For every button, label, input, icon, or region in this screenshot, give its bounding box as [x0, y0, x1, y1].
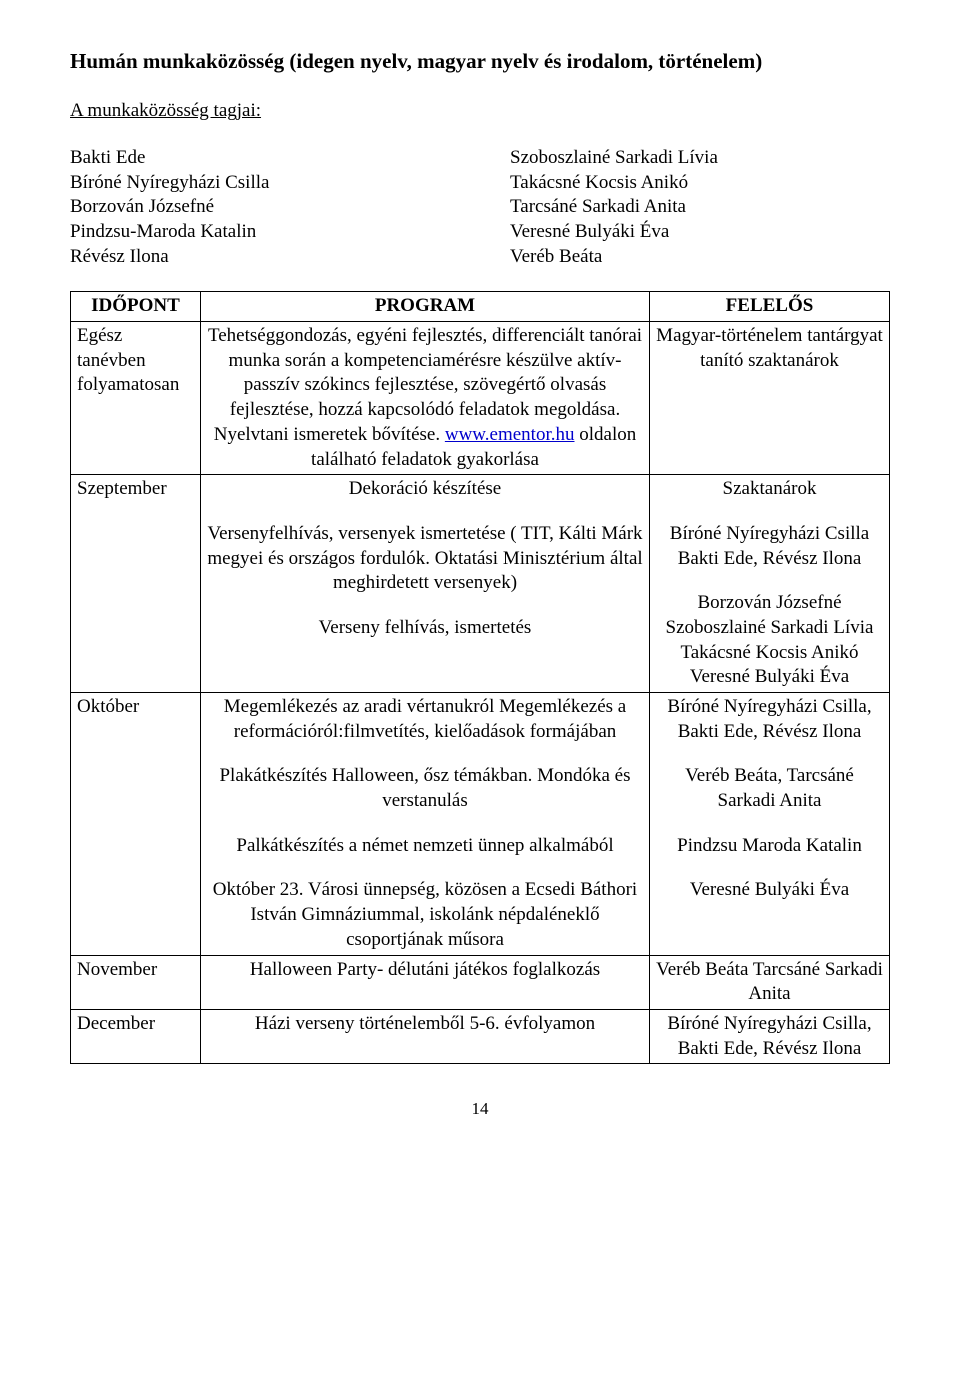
ementor-link[interactable]: www.ementor.hu [445, 424, 575, 445]
cell-responsible: Bíróné Nyíregyházi Csilla, Bakti Ede, Ré… [650, 1009, 890, 1063]
cell-time: December [71, 1009, 201, 1063]
table-row: November Halloween Party- délutáni játék… [71, 955, 890, 1009]
table-header-row: IDŐPONT PROGRAM FELELŐS [71, 292, 890, 322]
member-name: Bíróné Nyíregyházi Csilla [70, 171, 450, 196]
cell-program: Megemlékezés az aradi vértanukról Megeml… [201, 693, 650, 956]
cell-time: Egész tanévben folyamatosan [71, 322, 201, 475]
th-program: PROGRAM [201, 292, 650, 322]
cell-program: Halloween Party- délutáni játékos foglal… [201, 955, 650, 1009]
member-name: Takácsné Kocsis Anikó [510, 171, 890, 196]
page-title: Humán munkaközösség (idegen nyelv, magya… [70, 48, 890, 75]
cell-responsible: Szaktanárok Bíróné Nyíregyházi Csilla Ba… [650, 475, 890, 693]
member-name: Bakti Ede [70, 146, 450, 171]
responsible-block: Veresné Bulyáki Éva [656, 878, 883, 903]
table-row: Egész tanévben folyamatosan Tehetséggond… [71, 322, 890, 475]
member-name: Tarcsáné Sarkadi Anita [510, 195, 890, 220]
program-block: Palkátkészítés a német nemzeti ünnep alk… [207, 834, 643, 859]
member-name: Szoboszlainé Sarkadi Lívia [510, 146, 890, 171]
table-row: December Házi verseny történelemből 5-6.… [71, 1009, 890, 1063]
program-block: Megemlékezés az aradi vértanukról Megeml… [207, 695, 643, 744]
member-name: Borzován Józsefné [70, 195, 450, 220]
cell-program: Tehetséggondozás, egyéni fejlesztés, dif… [201, 322, 650, 475]
schedule-table: IDŐPONT PROGRAM FELELŐS Egész tanévben f… [70, 291, 890, 1064]
cell-time: November [71, 955, 201, 1009]
responsible-block: Bíróné Nyíregyházi Csilla, Bakti Ede, Ré… [656, 695, 883, 744]
page-number: 14 [70, 1098, 890, 1120]
cell-time: Szeptember [71, 475, 201, 693]
responsible-block: Veréb Beáta, Tarcsáné Sarkadi Anita [656, 764, 883, 813]
members-heading: A munkaközösség tagjai: [70, 99, 890, 124]
program-block: Dekoráció készítése [207, 477, 643, 502]
members-right-col: Szoboszlainé Sarkadi Lívia Takácsné Kocs… [510, 146, 890, 269]
program-block: Plakátkészítés Halloween, ősz témákban. … [207, 764, 643, 813]
program-block: Október 23. Városi ünnepség, közösen a E… [207, 878, 643, 952]
responsible-block: Pindzsu Maroda Katalin [656, 834, 883, 859]
cell-program: Dekoráció készítése Versenyfelhívás, ver… [201, 475, 650, 693]
table-row: Október Megemlékezés az aradi vértanukró… [71, 693, 890, 956]
cell-time: Október [71, 693, 201, 956]
members-columns: Bakti Ede Bíróné Nyíregyházi Csilla Borz… [70, 146, 890, 269]
responsible-block: Szaktanárok [656, 477, 883, 502]
cell-responsible: Veréb Beáta Tarcsáné Sarkadi Anita [650, 955, 890, 1009]
th-responsible: FELELŐS [650, 292, 890, 322]
member-name: Veresné Bulyáki Éva [510, 220, 890, 245]
program-block: Versenyfelhívás, versenyek ismertetése (… [207, 522, 643, 596]
member-name: Veréb Beáta [510, 245, 890, 270]
member-name: Révész Ilona [70, 245, 450, 270]
th-time: IDŐPONT [71, 292, 201, 322]
program-block: Verseny felhívás, ismertetés [207, 616, 643, 641]
responsible-block: Borzován Józsefné Szoboszlainé Sarkadi L… [656, 591, 883, 690]
member-name: Pindzsu-Maroda Katalin [70, 220, 450, 245]
members-left-col: Bakti Ede Bíróné Nyíregyházi Csilla Borz… [70, 146, 450, 269]
cell-responsible: Magyar-történelem tantárgyat tanító szak… [650, 322, 890, 475]
table-row: Szeptember Dekoráció készítése Versenyfe… [71, 475, 890, 693]
responsible-block: Bíróné Nyíregyházi Csilla Bakti Ede, Rév… [656, 522, 883, 571]
cell-program: Házi verseny történelemből 5-6. évfolyam… [201, 1009, 650, 1063]
cell-responsible: Bíróné Nyíregyházi Csilla, Bakti Ede, Ré… [650, 693, 890, 956]
